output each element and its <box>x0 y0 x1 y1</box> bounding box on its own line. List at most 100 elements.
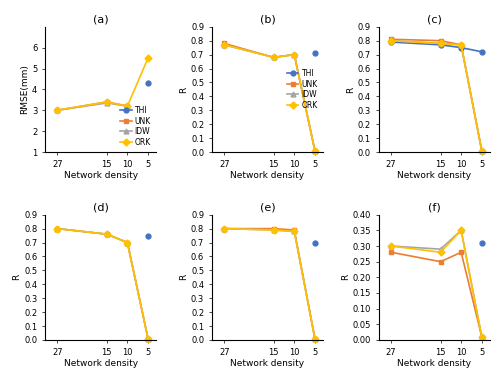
ORK <box>312 148 318 153</box>
Line: UNK: UNK <box>222 226 318 341</box>
ORK <box>438 41 444 46</box>
Line: IDW: IDW <box>222 226 318 341</box>
ORK <box>312 336 318 341</box>
UNK <box>312 336 318 341</box>
Line: IDW: IDW <box>222 42 318 153</box>
IDW <box>104 101 110 105</box>
Line: IDW: IDW <box>55 100 130 113</box>
Y-axis label: R: R <box>179 86 188 92</box>
UNK <box>104 100 110 104</box>
IDW <box>312 148 318 153</box>
ORK <box>388 244 394 248</box>
ORK <box>145 336 151 341</box>
ORK <box>145 56 151 60</box>
IDW <box>479 148 485 153</box>
THI <box>479 50 485 54</box>
Y-axis label: R: R <box>12 274 22 280</box>
Legend: THI, UNK, IDW, ORK: THI, UNK, IDW, ORK <box>286 68 320 111</box>
Title: (b): (b) <box>260 15 276 24</box>
ORK <box>458 42 464 47</box>
UNK <box>438 259 444 264</box>
IDW <box>388 38 394 43</box>
X-axis label: Network density: Network density <box>230 172 304 180</box>
X-axis label: Network density: Network density <box>398 172 471 180</box>
Line: IDW: IDW <box>388 228 484 339</box>
IDW <box>124 240 130 245</box>
Line: UNK: UNK <box>55 226 150 341</box>
IDW <box>221 42 227 47</box>
UNK <box>479 148 485 153</box>
ORK <box>54 226 60 231</box>
Line: THI: THI <box>388 40 484 54</box>
IDW <box>104 232 110 236</box>
IDW <box>292 52 298 57</box>
Title: (e): (e) <box>260 202 276 212</box>
IDW <box>124 104 130 108</box>
ORK <box>270 55 276 60</box>
UNK <box>124 240 130 245</box>
ORK <box>479 335 485 339</box>
IDW <box>458 42 464 47</box>
ORK <box>438 250 444 254</box>
Line: UNK: UNK <box>222 41 318 153</box>
IDW <box>292 229 298 234</box>
UNK <box>221 41 227 46</box>
UNK <box>479 335 485 339</box>
Title: (a): (a) <box>93 15 108 24</box>
Line: UNK: UNK <box>388 250 484 339</box>
Title: (f): (f) <box>428 202 441 212</box>
THI <box>388 40 394 44</box>
IDW <box>438 41 444 46</box>
IDW <box>438 247 444 251</box>
Line: ORK: ORK <box>55 56 150 113</box>
THI <box>458 45 464 50</box>
Line: IDW: IDW <box>55 226 150 341</box>
IDW <box>270 228 276 232</box>
UNK <box>292 52 298 57</box>
ORK <box>104 100 110 104</box>
ORK <box>479 148 485 153</box>
ORK <box>388 38 394 43</box>
UNK <box>292 228 298 232</box>
Legend: THI, UNK, IDW, ORK: THI, UNK, IDW, ORK <box>118 105 152 148</box>
IDW <box>54 226 60 231</box>
ORK <box>124 240 130 245</box>
UNK <box>104 232 110 236</box>
ORK <box>292 52 298 57</box>
ORK <box>270 228 276 232</box>
Y-axis label: R: R <box>179 274 188 280</box>
UNK <box>270 226 276 231</box>
UNK <box>54 108 60 113</box>
Title: (c): (c) <box>427 15 442 24</box>
UNK <box>388 37 394 42</box>
ORK <box>54 108 60 113</box>
THI <box>438 42 444 47</box>
IDW <box>479 335 485 339</box>
UNK <box>221 226 227 231</box>
Line: ORK: ORK <box>388 228 484 339</box>
ORK <box>221 226 227 231</box>
UNK <box>54 226 60 231</box>
IDW <box>270 55 276 60</box>
Line: ORK: ORK <box>388 38 484 153</box>
Y-axis label: R: R <box>341 274 350 280</box>
UNK <box>438 38 444 43</box>
ORK <box>124 104 130 108</box>
IDW <box>388 244 394 248</box>
X-axis label: Network density: Network density <box>64 359 138 368</box>
Line: ORK: ORK <box>222 42 318 153</box>
UNK <box>388 250 394 254</box>
UNK <box>270 55 276 60</box>
Line: UNK: UNK <box>388 37 484 153</box>
UNK <box>312 148 318 153</box>
Line: ORK: ORK <box>55 226 150 341</box>
IDW <box>54 108 60 113</box>
Title: (d): (d) <box>92 202 108 212</box>
X-axis label: Network density: Network density <box>230 359 304 368</box>
Y-axis label: RMSE(mm): RMSE(mm) <box>20 65 29 114</box>
UNK <box>124 104 130 108</box>
ORK <box>104 232 110 236</box>
IDW <box>221 226 227 231</box>
ORK <box>292 229 298 234</box>
UNK <box>458 42 464 47</box>
